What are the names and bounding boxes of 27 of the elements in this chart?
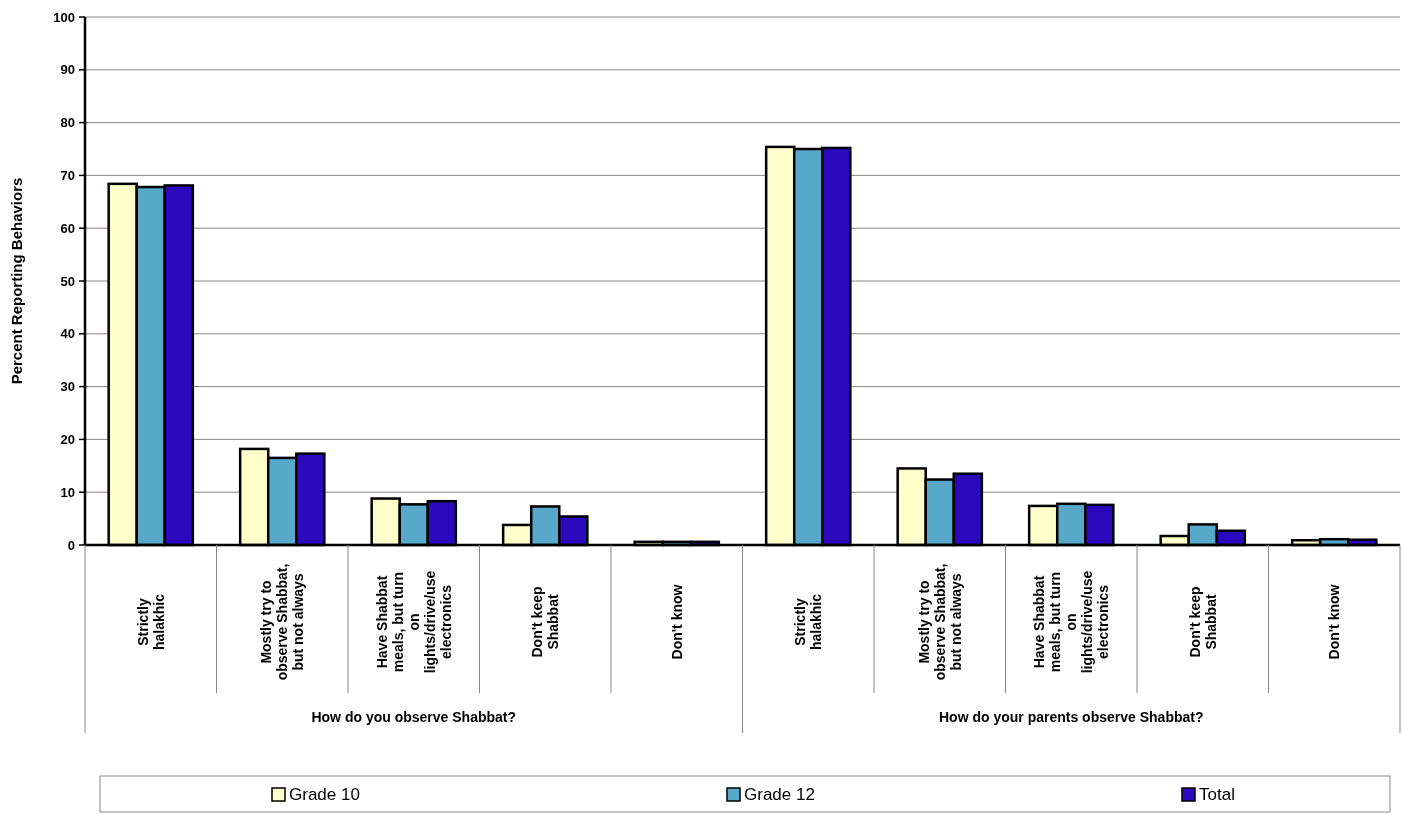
text: How do you observe Shabbat? <box>311 709 517 725</box>
y-tick-label: 70 <box>60 167 75 183</box>
y-tick-label: 20 <box>60 431 75 447</box>
x-tick-label: Don't know <box>668 584 685 660</box>
legend-label: Grade 10 <box>289 785 360 804</box>
x-tick-label: Strictly halakhic <box>134 593 167 651</box>
y-tick-label: 10 <box>60 484 75 500</box>
x-tick-label: Strictly halakhic <box>792 593 825 651</box>
x-tick-label: Don't know <box>1326 584 1343 660</box>
y-tick-label: 50 <box>60 273 75 289</box>
y-tick-label: 100 <box>53 9 75 25</box>
text: How do your parents observe Shabbat? <box>939 709 1204 725</box>
x-tick-label: Mostly try to observe Shabbat, but not always <box>915 563 964 681</box>
x-tick-label: Don't keep Shabbat <box>1186 586 1219 658</box>
y-axis-title: Percent Reporting Behaviors <box>8 177 25 385</box>
x-tick-label: Have Shabbat meals, but turn on lights/drive/use electronics <box>1031 570 1112 674</box>
y-tick-label: 30 <box>60 379 75 395</box>
x-tick-label: Don't keep Shabbat <box>529 586 562 658</box>
y-tick-label: 0 <box>67 537 75 553</box>
x-tick-label: Mostly try to observe Shabbat, but not always <box>258 563 307 681</box>
y-tick-label: 80 <box>60 115 75 131</box>
y-tick-label: 90 <box>60 62 75 78</box>
x-tick-label: Have Shabbat meals, but turn on lights/drive/use electronics <box>373 570 454 674</box>
y-tick-label: 40 <box>60 326 75 342</box>
legend-label: Total <box>1199 785 1235 804</box>
y-tick-label: 60 <box>60 220 75 236</box>
legend-label: Grade 12 <box>744 785 815 804</box>
